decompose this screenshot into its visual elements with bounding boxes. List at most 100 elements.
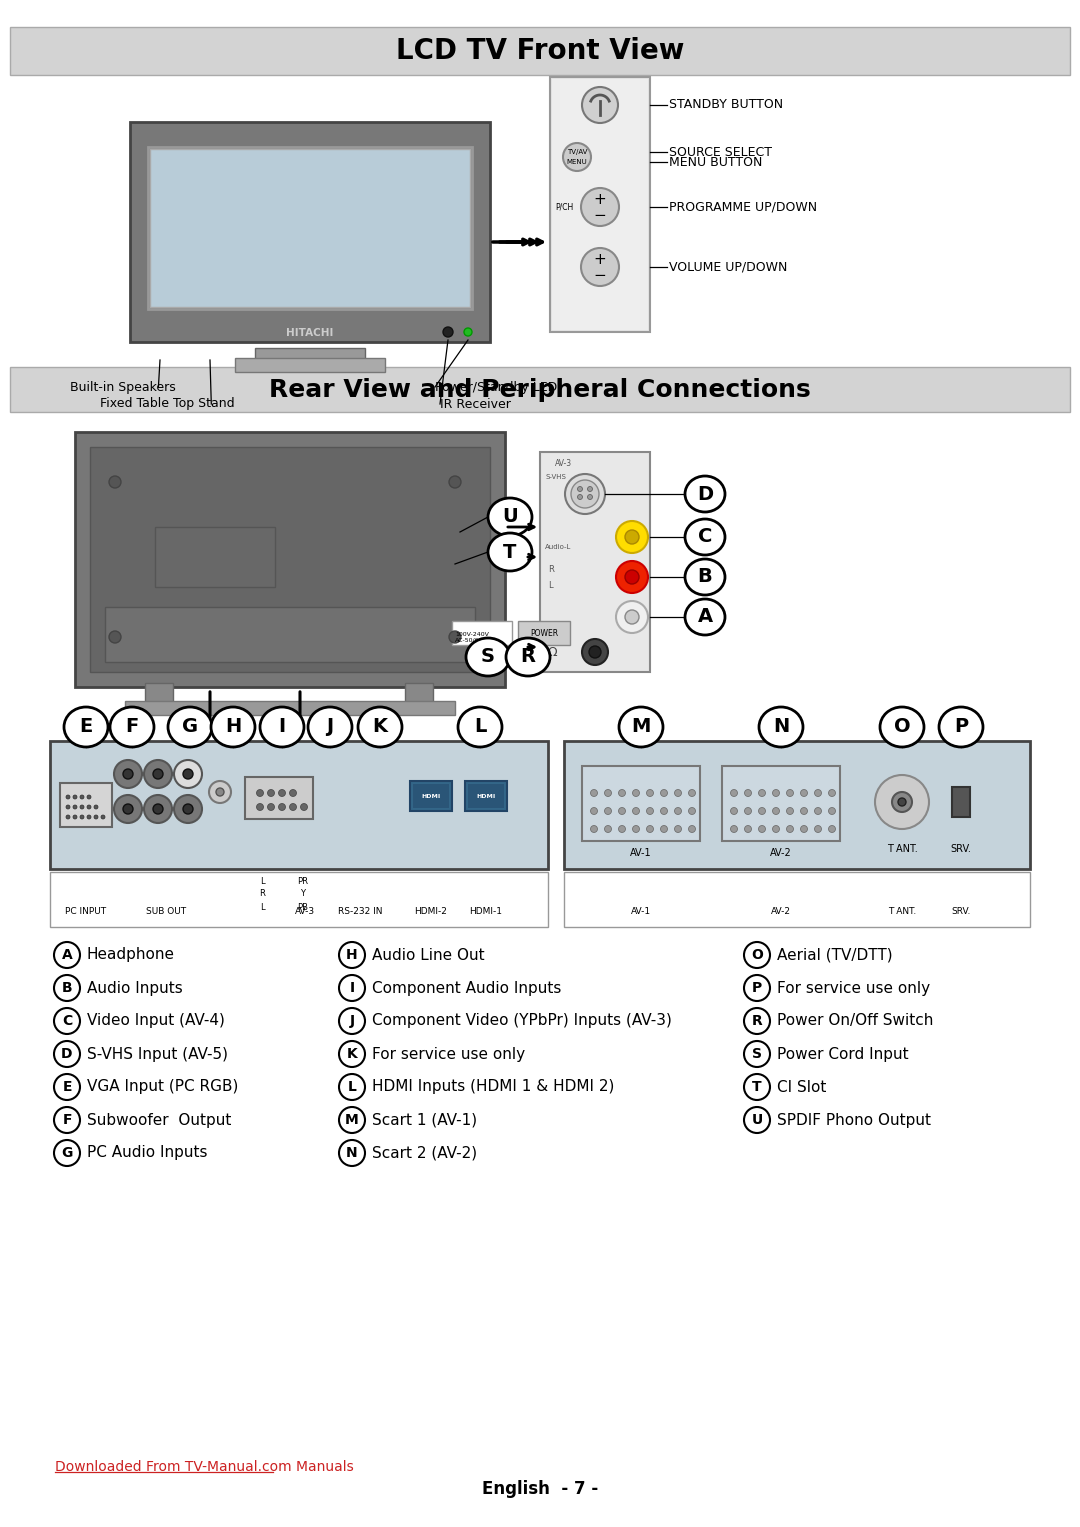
Circle shape: [339, 1107, 365, 1133]
Text: S: S: [481, 647, 495, 666]
Circle shape: [800, 789, 808, 797]
Bar: [564, 741, 1030, 869]
Text: AC-50/60Hz: AC-50/60Hz: [455, 637, 491, 643]
Text: I: I: [350, 980, 354, 996]
Bar: [130, 122, 490, 342]
Circle shape: [892, 793, 912, 812]
Text: K: K: [373, 718, 388, 736]
Circle shape: [578, 495, 582, 499]
Text: N: N: [773, 718, 789, 736]
Circle shape: [109, 631, 121, 643]
Circle shape: [54, 942, 80, 968]
Circle shape: [144, 760, 172, 788]
Text: PC INPUT: PC INPUT: [66, 907, 107, 916]
Circle shape: [216, 788, 224, 796]
Text: O: O: [751, 948, 762, 962]
Circle shape: [591, 826, 597, 832]
Circle shape: [619, 826, 625, 832]
Text: Scart 2 (AV-2): Scart 2 (AV-2): [372, 1145, 477, 1161]
Circle shape: [588, 495, 593, 499]
Text: S: S: [752, 1048, 762, 1061]
Text: T: T: [752, 1080, 761, 1093]
Circle shape: [744, 826, 752, 832]
Circle shape: [758, 808, 766, 814]
Circle shape: [581, 188, 619, 226]
Text: L: L: [259, 902, 265, 912]
Circle shape: [339, 942, 365, 968]
Circle shape: [339, 1141, 365, 1167]
Circle shape: [675, 808, 681, 814]
Text: PROGRAMME UP/DOWN: PROGRAMME UP/DOWN: [669, 200, 818, 214]
Circle shape: [339, 1008, 365, 1034]
Circle shape: [689, 808, 696, 814]
Bar: [255, 348, 365, 360]
Ellipse shape: [465, 638, 510, 676]
Text: U: U: [502, 507, 518, 527]
Ellipse shape: [880, 707, 924, 747]
Circle shape: [73, 796, 77, 799]
Text: R: R: [521, 647, 536, 666]
Circle shape: [744, 942, 770, 968]
Bar: [125, 701, 455, 715]
Text: J: J: [326, 718, 334, 736]
Text: R: R: [259, 890, 265, 898]
Circle shape: [279, 789, 285, 797]
Circle shape: [114, 796, 141, 823]
Circle shape: [633, 789, 639, 797]
Text: Aerial (TV/DTT): Aerial (TV/DTT): [777, 947, 893, 962]
Text: L: L: [348, 1080, 356, 1093]
Ellipse shape: [458, 707, 502, 747]
Text: L: L: [548, 580, 553, 589]
Circle shape: [144, 796, 172, 823]
Circle shape: [619, 789, 625, 797]
Text: S-VHS: S-VHS: [545, 473, 566, 479]
Text: HDMI: HDMI: [421, 794, 441, 799]
Circle shape: [174, 760, 202, 788]
Text: F: F: [63, 1113, 71, 1127]
Ellipse shape: [260, 707, 303, 747]
Circle shape: [268, 789, 274, 797]
Bar: [10, 366, 1070, 412]
Circle shape: [94, 805, 98, 809]
Bar: [50, 872, 548, 927]
Text: Component Audio Inputs: Component Audio Inputs: [372, 980, 562, 996]
Ellipse shape: [685, 559, 725, 596]
Circle shape: [897, 799, 906, 806]
Circle shape: [581, 247, 619, 286]
Bar: [105, 608, 475, 663]
Circle shape: [647, 826, 653, 832]
Text: Y: Y: [300, 890, 306, 898]
Circle shape: [565, 473, 605, 515]
Circle shape: [772, 789, 780, 797]
Text: LCD TV Front View: LCD TV Front View: [395, 37, 685, 66]
Text: T: T: [503, 542, 516, 562]
Circle shape: [80, 805, 84, 809]
Text: C: C: [62, 1014, 72, 1028]
Circle shape: [54, 1041, 80, 1067]
Text: Subwoofer  Output: Subwoofer Output: [87, 1113, 231, 1127]
Text: O: O: [893, 718, 910, 736]
Text: S-VHS Input (AV-5): S-VHS Input (AV-5): [87, 1046, 228, 1061]
Circle shape: [300, 803, 308, 811]
Text: K: K: [347, 1048, 357, 1061]
Text: HDMI-2: HDMI-2: [415, 907, 447, 916]
Circle shape: [605, 789, 611, 797]
Text: SPDIF Phono Output: SPDIF Phono Output: [777, 1113, 931, 1127]
Text: SRV.: SRV.: [950, 844, 971, 854]
Text: L: L: [474, 718, 486, 736]
Text: Video Input (AV-4): Video Input (AV-4): [87, 1014, 225, 1029]
Circle shape: [875, 776, 929, 829]
Circle shape: [591, 808, 597, 814]
Circle shape: [123, 805, 133, 814]
Text: I: I: [279, 718, 285, 736]
Text: VOLUME UP/DOWN: VOLUME UP/DOWN: [669, 261, 787, 273]
Circle shape: [758, 826, 766, 832]
Circle shape: [73, 805, 77, 809]
Text: T ANT.: T ANT.: [888, 907, 916, 916]
Circle shape: [109, 476, 121, 489]
Circle shape: [339, 976, 365, 1002]
Ellipse shape: [357, 707, 402, 747]
Circle shape: [772, 808, 780, 814]
Circle shape: [183, 770, 193, 779]
Circle shape: [814, 808, 822, 814]
